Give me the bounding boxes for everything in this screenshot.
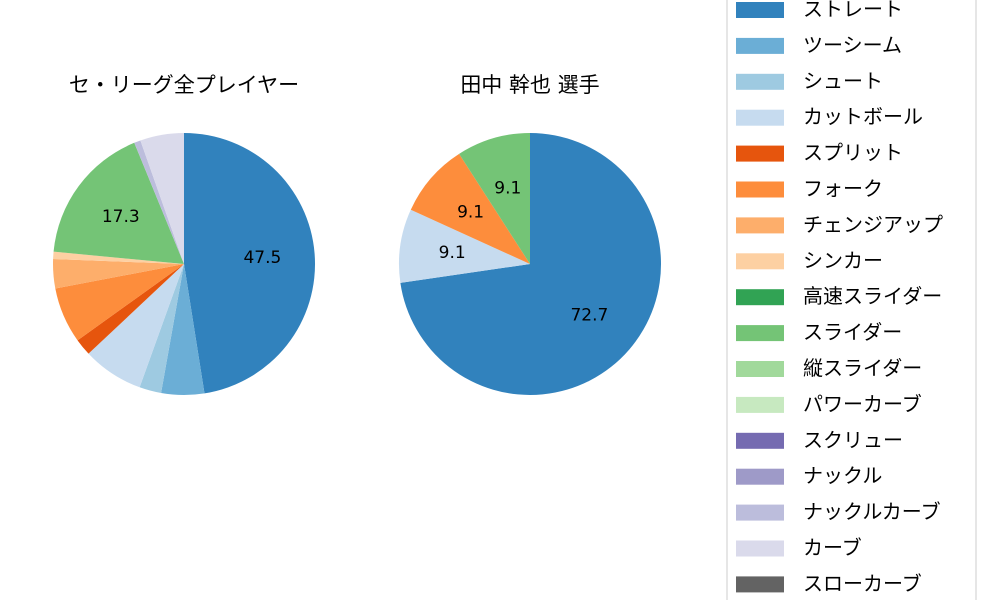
legend-item: スローカーブ <box>736 571 922 595</box>
legend-label: スクリュー <box>803 428 903 452</box>
pies-layer: セ・リーグ全プレイヤー 47.5 17.3 田中 幹也 選手 72.7 9.1 9.1 9.1 <box>52 73 662 396</box>
pie-slice-4 <box>88 264 184 388</box>
legend-swatch <box>736 361 784 377</box>
legend-item: ナックルカーブ <box>736 500 941 524</box>
legend-item: ストレート <box>736 0 903 21</box>
legend-label: カーブ <box>803 536 862 560</box>
pie-slice-5 <box>77 264 184 354</box>
legend-swatch <box>736 181 784 198</box>
legend-swatch <box>736 432 784 449</box>
legend-label: シンカー <box>803 248 883 272</box>
pie-chart-2: 田中 幹也 選手 72.7 9.1 9.1 9.1 <box>399 73 662 395</box>
pie-slice-3 <box>139 264 184 393</box>
legend: ストレートツーシームシュートカットボールスプリットフォークチェンジアップシンカー… <box>726 0 977 604</box>
legend-swatch <box>736 289 784 306</box>
legend-swatch <box>736 253 784 270</box>
pie-slice-3 <box>410 153 530 264</box>
pie-slice-label: 47.5 <box>243 248 281 268</box>
legend-item: シンカー <box>736 248 883 272</box>
legend-swatch <box>736 468 784 485</box>
legend-item: 高速スライダー <box>736 284 942 308</box>
pie-slice-6 <box>55 264 184 341</box>
legend-frame <box>726 0 977 604</box>
pie-slice-label: 17.3 <box>102 207 140 227</box>
legend-swatch <box>736 145 784 162</box>
legend-label: スローカーブ <box>803 571 922 595</box>
legend-label: ストレート <box>803 0 903 21</box>
legend-item: スライダー <box>736 320 902 344</box>
legend-item: ナックル <box>736 464 882 488</box>
pie-slice-8 <box>53 251 185 264</box>
legend-label: ナックル <box>803 464 882 488</box>
pie-slice-9 <box>53 142 184 264</box>
pie-slice-1 <box>400 133 662 395</box>
legend-swatch <box>736 109 784 126</box>
legend-item: スクリュー <box>736 428 903 452</box>
legend-label: 高速スライダー <box>803 284 942 308</box>
legend-item: シュート <box>736 69 883 93</box>
legend-item: スプリット <box>736 141 903 165</box>
legend-swatch <box>736 37 784 54</box>
pie-slice-1 <box>184 133 316 394</box>
legend-label: ナックルカーブ <box>803 500 941 524</box>
legend-item: カーブ <box>736 536 862 560</box>
legend-label: フォーク <box>803 177 883 201</box>
legend-item: フォーク <box>736 177 883 201</box>
pie-title: セ・リーグ全プレイヤー <box>69 73 299 97</box>
pie-slice-7 <box>52 259 184 289</box>
legend-item: ツーシーム <box>736 33 902 57</box>
legend-item: チェンジアップ <box>736 212 943 236</box>
legend-swatch <box>736 325 784 342</box>
legend-item: 縦スライダー <box>736 356 922 380</box>
pie-chart-1: セ・リーグ全プレイヤー 47.5 17.3 <box>52 73 316 396</box>
legend-swatch <box>736 540 784 557</box>
pie-slice-label: 72.7 <box>570 305 608 325</box>
pie-slice-label: 9.1 <box>457 203 484 223</box>
legend-item: パワーカーブ <box>736 392 922 416</box>
legend-label: 縦スライダー <box>803 356 922 380</box>
legend-swatch <box>736 2 784 18</box>
legend-label: シュート <box>803 69 883 93</box>
pie-slice-11 <box>140 133 184 264</box>
pie-slice-label: 9.1 <box>439 243 466 263</box>
legend-swatch <box>736 73 784 90</box>
pie-slice-10 <box>134 140 184 264</box>
pie-slice-label: 9.1 <box>494 179 521 199</box>
legend-swatch <box>736 576 784 593</box>
legend-label: スプリット <box>803 141 903 165</box>
legend-swatch <box>736 504 784 521</box>
legend-swatch <box>736 396 784 413</box>
pie-title: 田中 幹也 選手 <box>460 73 599 97</box>
legend-label: パワーカーブ <box>803 392 922 416</box>
legend-label: ツーシーム <box>803 33 902 57</box>
pie-slice-2 <box>399 209 530 283</box>
legend-label: カットボール <box>803 105 923 129</box>
legend-label: スライダー <box>803 320 902 344</box>
legend-label: チェンジアップ <box>803 212 943 236</box>
pie-slice-2 <box>161 264 205 396</box>
legend-item: カットボール <box>736 105 923 129</box>
pie-slice-4 <box>459 133 530 264</box>
legend-swatch <box>736 217 784 234</box>
